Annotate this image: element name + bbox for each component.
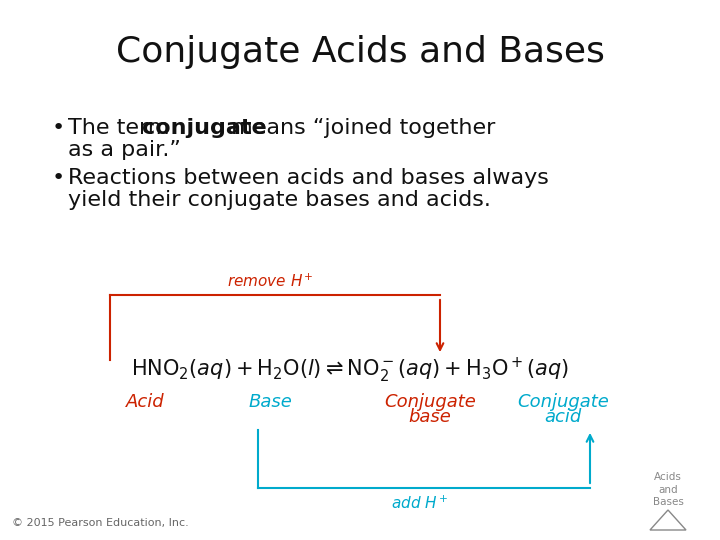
Text: •: • <box>52 168 66 188</box>
Text: The term: The term <box>68 118 176 138</box>
Text: •: • <box>52 118 66 138</box>
Text: acid: acid <box>544 408 582 426</box>
Text: Base: Base <box>248 393 292 411</box>
Text: means “joined together: means “joined together <box>224 118 495 138</box>
Text: add H$^+$: add H$^+$ <box>392 495 449 512</box>
Text: conjugate: conjugate <box>142 118 266 138</box>
Text: $\mathrm{HNO_2}(\mathit{aq}) + \mathrm{H_2O}(\mathit{l})\rightleftharpoons \math: $\mathrm{HNO_2}(\mathit{aq}) + \mathrm{H… <box>131 355 569 384</box>
Text: © 2015 Pearson Education, Inc.: © 2015 Pearson Education, Inc. <box>12 518 189 528</box>
Text: Conjugate: Conjugate <box>517 393 609 411</box>
Text: yield their conjugate bases and acids.: yield their conjugate bases and acids. <box>68 190 491 210</box>
Text: Acids
and
Bases: Acids and Bases <box>652 472 683 507</box>
Text: Acid: Acid <box>126 393 164 411</box>
Text: remove H$^+$: remove H$^+$ <box>227 273 313 290</box>
Text: Reactions between acids and bases always: Reactions between acids and bases always <box>68 168 549 188</box>
Text: Conjugate: Conjugate <box>384 393 476 411</box>
Text: Conjugate Acids and Bases: Conjugate Acids and Bases <box>116 35 604 69</box>
Text: as a pair.”: as a pair.” <box>68 140 181 160</box>
Text: base: base <box>408 408 451 426</box>
